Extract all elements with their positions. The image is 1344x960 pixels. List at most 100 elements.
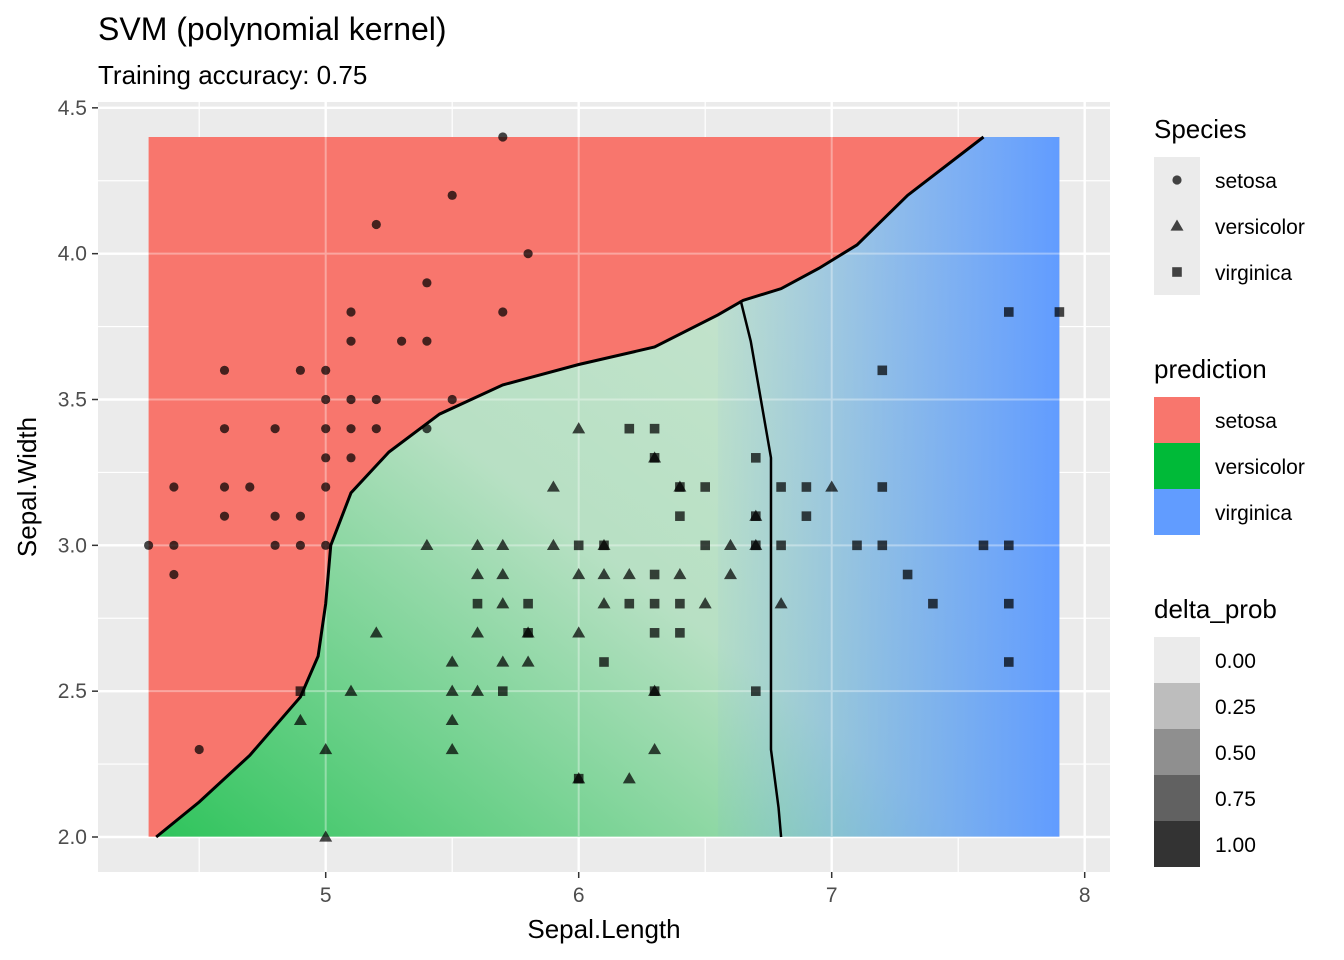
y-tick-label: 4.5 xyxy=(58,97,87,120)
point-setosa xyxy=(321,482,331,492)
legend-symbol-versicolor xyxy=(1170,219,1184,231)
point-setosa xyxy=(270,511,280,521)
legend-label-delta: 0.25 xyxy=(1215,696,1256,719)
point-setosa xyxy=(346,336,356,346)
legend-swatch-versicolor xyxy=(1154,443,1200,489)
legend-prediction: prediction setosa versicolor virginica xyxy=(1154,354,1305,535)
y-tick-label: 4.0 xyxy=(58,243,87,266)
point-virginica xyxy=(675,628,685,638)
point-virginica xyxy=(1004,307,1014,317)
legend-label-delta: 1.00 xyxy=(1215,834,1256,857)
point-versicolor xyxy=(445,713,459,726)
point-virginica xyxy=(649,686,660,696)
point-setosa xyxy=(397,336,407,346)
point-virginica xyxy=(700,482,710,492)
point-versicolor xyxy=(622,772,636,784)
legend-label-setosa: setosa xyxy=(1215,410,1277,433)
point-setosa xyxy=(219,424,230,434)
x-axis: 5 6 7 8 xyxy=(320,872,1091,907)
point-setosa xyxy=(295,365,305,375)
legend-label-versicolor: versicolor xyxy=(1215,456,1305,479)
x-tick-label: 8 xyxy=(1079,884,1091,907)
point-virginica xyxy=(801,482,812,492)
point-virginica xyxy=(675,598,685,609)
legend-label-delta: 0.50 xyxy=(1215,742,1256,765)
point-versicolor xyxy=(496,597,510,609)
point-virginica xyxy=(928,598,938,609)
legend-label-delta: 0.75 xyxy=(1215,788,1256,811)
point-versicolor xyxy=(597,597,611,609)
point-setosa xyxy=(371,424,381,434)
point-setosa xyxy=(295,540,305,550)
point-setosa xyxy=(422,336,432,346)
data-points xyxy=(144,132,1065,842)
point-versicolor xyxy=(471,568,484,580)
point-virginica xyxy=(700,540,710,551)
point-virginica xyxy=(649,423,660,434)
legend-label-versicolor: versicolor xyxy=(1215,216,1305,239)
point-versicolor xyxy=(471,626,484,638)
point-versicolor xyxy=(572,568,586,580)
y-axis: 2.0 2.5 3.0 3.5 4.0 4.5 xyxy=(58,97,98,849)
point-versicolor xyxy=(369,626,383,638)
point-setosa xyxy=(321,453,331,463)
point-versicolor xyxy=(420,538,434,551)
decision-boundary-virginica xyxy=(739,300,783,838)
legend-label-virginica: virginica xyxy=(1215,502,1292,525)
y-axis-title: Sepal.Width xyxy=(12,417,42,557)
point-virginica xyxy=(675,482,685,492)
point-versicolor xyxy=(724,538,737,551)
legend-swatch-delta xyxy=(1154,637,1200,683)
point-virginica xyxy=(902,569,913,580)
legend-species-title: Species xyxy=(1154,114,1247,144)
point-versicolor xyxy=(319,743,333,755)
point-setosa xyxy=(498,132,508,142)
legend-swatch-virginica xyxy=(1154,489,1200,535)
point-virginica xyxy=(573,773,584,784)
point-setosa xyxy=(346,453,356,463)
point-versicolor xyxy=(471,684,484,696)
point-versicolor xyxy=(648,743,662,755)
point-versicolor xyxy=(471,538,484,551)
chart-title: SVM (polynomial kernel) xyxy=(98,11,447,47)
y-tick-label: 3.0 xyxy=(58,534,87,557)
point-versicolor xyxy=(546,538,560,551)
point-virginica xyxy=(1004,657,1014,667)
point-setosa xyxy=(422,424,432,434)
point-setosa xyxy=(219,482,230,492)
point-versicolor xyxy=(496,655,510,667)
point-virginica xyxy=(978,540,989,551)
point-virginica xyxy=(751,453,761,463)
point-virginica xyxy=(1004,540,1014,551)
point-setosa xyxy=(219,365,230,375)
y-tick-label: 2.5 xyxy=(58,680,87,703)
legend-delta-title: delta_prob xyxy=(1154,594,1277,624)
legend-symbol-virginica xyxy=(1172,267,1182,277)
point-setosa xyxy=(245,482,255,492)
point-virginica xyxy=(776,482,786,492)
point-setosa xyxy=(169,569,179,580)
point-setosa xyxy=(447,394,457,405)
chart-subtitle: Training accuracy: 0.75 xyxy=(98,60,367,90)
point-virginica xyxy=(801,511,812,521)
x-tick-label: 6 xyxy=(573,884,585,907)
legend-species: Species setosa versicolor virginica xyxy=(1154,114,1305,295)
point-setosa xyxy=(144,540,154,550)
point-versicolor xyxy=(774,597,788,609)
point-virginica xyxy=(573,540,584,551)
legend-label-delta: 0.00 xyxy=(1215,650,1256,673)
point-setosa xyxy=(523,249,533,259)
point-setosa xyxy=(194,744,204,755)
prediction-regions xyxy=(148,137,1060,837)
point-setosa xyxy=(295,511,305,521)
point-virginica xyxy=(649,569,660,580)
y-tick-label: 3.5 xyxy=(58,389,87,412)
point-versicolor xyxy=(293,713,307,726)
point-virginica xyxy=(649,453,660,463)
point-setosa xyxy=(371,219,381,230)
point-virginica xyxy=(523,628,533,638)
point-virginica xyxy=(295,686,306,696)
point-setosa xyxy=(321,424,331,434)
point-versicolor xyxy=(496,538,510,551)
point-setosa xyxy=(422,278,432,288)
